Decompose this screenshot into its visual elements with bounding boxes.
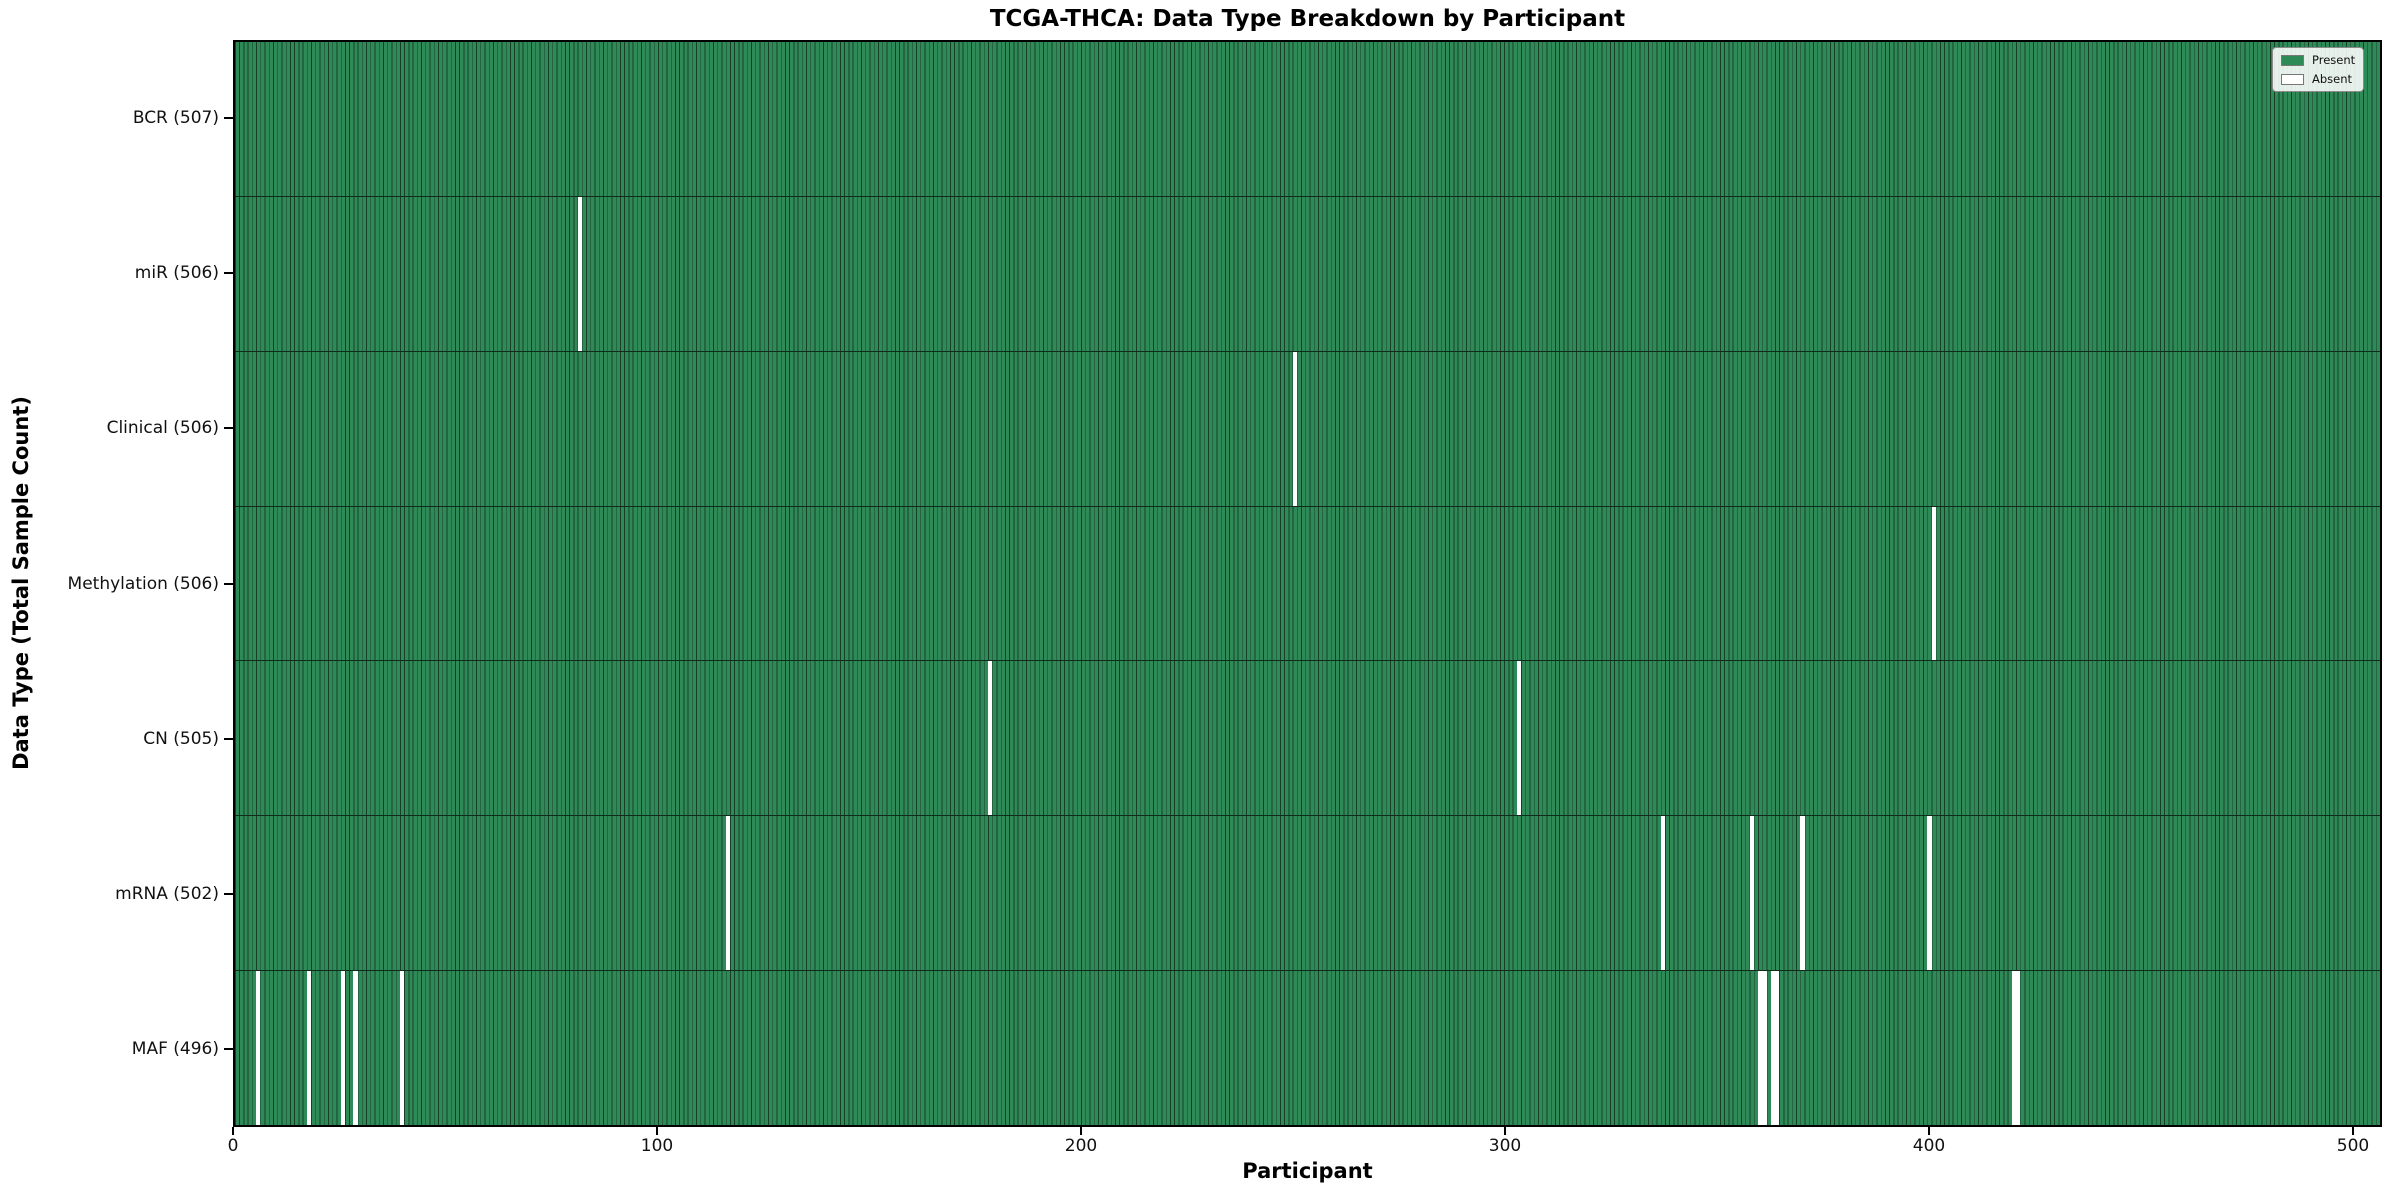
- x-tick-mark: [232, 1127, 234, 1135]
- legend-swatch-icon: [2281, 54, 2304, 66]
- y-tick-mark: [224, 737, 233, 740]
- absent-gap: [1775, 971, 1780, 1126]
- y-tick-label: Clinical (506): [106, 418, 219, 439]
- absent-gap: [1762, 971, 1767, 1126]
- y-tick-mark: [224, 582, 233, 585]
- x-tick-label: 0: [227, 1136, 239, 1156]
- absent-gap: [1758, 971, 1763, 1126]
- y-tick-label: miR (506): [134, 262, 219, 283]
- legend-swatch-icon: [2281, 73, 2304, 85]
- absent-gap: [1931, 506, 1936, 661]
- y-tick-label: Methylation (506): [67, 573, 219, 594]
- legend-item-absent: Absent: [2281, 72, 2355, 86]
- absent-gap: [1770, 971, 1775, 1126]
- y-tick-mark: [224, 271, 233, 274]
- x-axis-label: Participant: [1242, 1159, 1373, 1183]
- absent-gap: [256, 971, 261, 1126]
- absent-gap: [340, 971, 345, 1126]
- y-tick-mark: [224, 893, 233, 896]
- x-tick-mark: [1928, 1127, 1930, 1135]
- chart-title: TCGA-THCA: Data Type Breakdown by Partic…: [989, 6, 1626, 32]
- legend-item-present: Present: [2281, 53, 2355, 67]
- y-tick-mark: [224, 116, 233, 119]
- absent-gap: [1927, 816, 1932, 971]
- absent-gap: [988, 661, 993, 816]
- absent-gap: [400, 971, 405, 1126]
- heatmap-row-mrna: [235, 815, 2380, 971]
- legend: Present Absent: [2272, 47, 2365, 92]
- absent-gap: [1749, 816, 1754, 971]
- x-tick-mark: [1504, 1127, 1506, 1135]
- absent-gap: [577, 196, 582, 351]
- heatmap-row-clinical: [235, 350, 2380, 506]
- absent-gap: [1800, 816, 1805, 971]
- x-tick-label: 500: [2336, 1136, 2370, 1156]
- absent-gap: [353, 971, 358, 1126]
- heatmap-row-maf: [235, 970, 2380, 1126]
- x-tick-mark: [2352, 1127, 2354, 1135]
- y-tick-label: BCR (507): [132, 107, 219, 128]
- legend-label: Present: [2312, 53, 2356, 67]
- x-tick-mark: [1080, 1127, 1082, 1135]
- absent-gap: [1660, 816, 1665, 971]
- absent-gap: [725, 816, 730, 971]
- absent-gap: [306, 971, 312, 1126]
- y-tick-label: MAF (496): [131, 1039, 219, 1060]
- y-tick-mark: [224, 427, 233, 430]
- heatmap-row-mir: [235, 195, 2380, 351]
- plot-area: [233, 40, 2382, 1127]
- x-tick-mark: [656, 1127, 658, 1135]
- heatmap-row-cn: [235, 660, 2380, 816]
- heatmap-row-bcr: [235, 42, 2380, 196]
- x-tick-label: 300: [1488, 1136, 1522, 1156]
- x-tick-label: 400: [1912, 1136, 1946, 1156]
- y-tick-mark: [224, 1048, 233, 1051]
- x-tick-label: 200: [1064, 1136, 1098, 1156]
- y-tick-label: mRNA (502): [115, 884, 219, 905]
- absent-gap: [2011, 971, 2017, 1126]
- absent-gap: [2016, 971, 2021, 1126]
- heatmap-row-methylation: [235, 505, 2380, 661]
- absent-gap: [1292, 351, 1297, 506]
- legend-label: Absent: [2312, 72, 2353, 86]
- x-tick-label: 100: [640, 1136, 674, 1156]
- y-tick-label: CN (505): [143, 728, 219, 749]
- absent-gap: [1516, 661, 1522, 816]
